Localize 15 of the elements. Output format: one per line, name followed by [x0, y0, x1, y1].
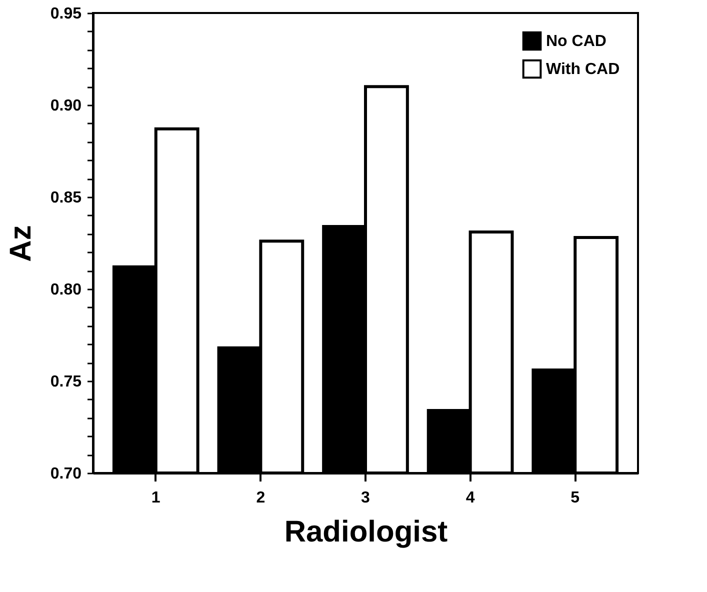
- y-axis-title: Az: [4, 225, 38, 262]
- x-tick-label: 4: [466, 490, 475, 506]
- legend-label: No CAD: [546, 33, 606, 50]
- y-tick-label: 0.95: [50, 6, 82, 22]
- x-tick-label: 3: [361, 490, 370, 506]
- y-tick-label: 0.70: [50, 466, 82, 482]
- y-tick-label: 0.90: [50, 98, 82, 114]
- x-tick-label: 1: [151, 490, 160, 506]
- x-axis-title: Radiologist: [284, 516, 448, 548]
- y-tick-label: 0.85: [50, 190, 82, 206]
- legend-label: With CAD: [546, 61, 620, 78]
- x-tick-label: 5: [570, 490, 580, 506]
- y-tick-label: 0.75: [50, 374, 82, 390]
- x-tick-label: 2: [256, 490, 266, 506]
- y-tick-label: 0.80: [50, 282, 82, 298]
